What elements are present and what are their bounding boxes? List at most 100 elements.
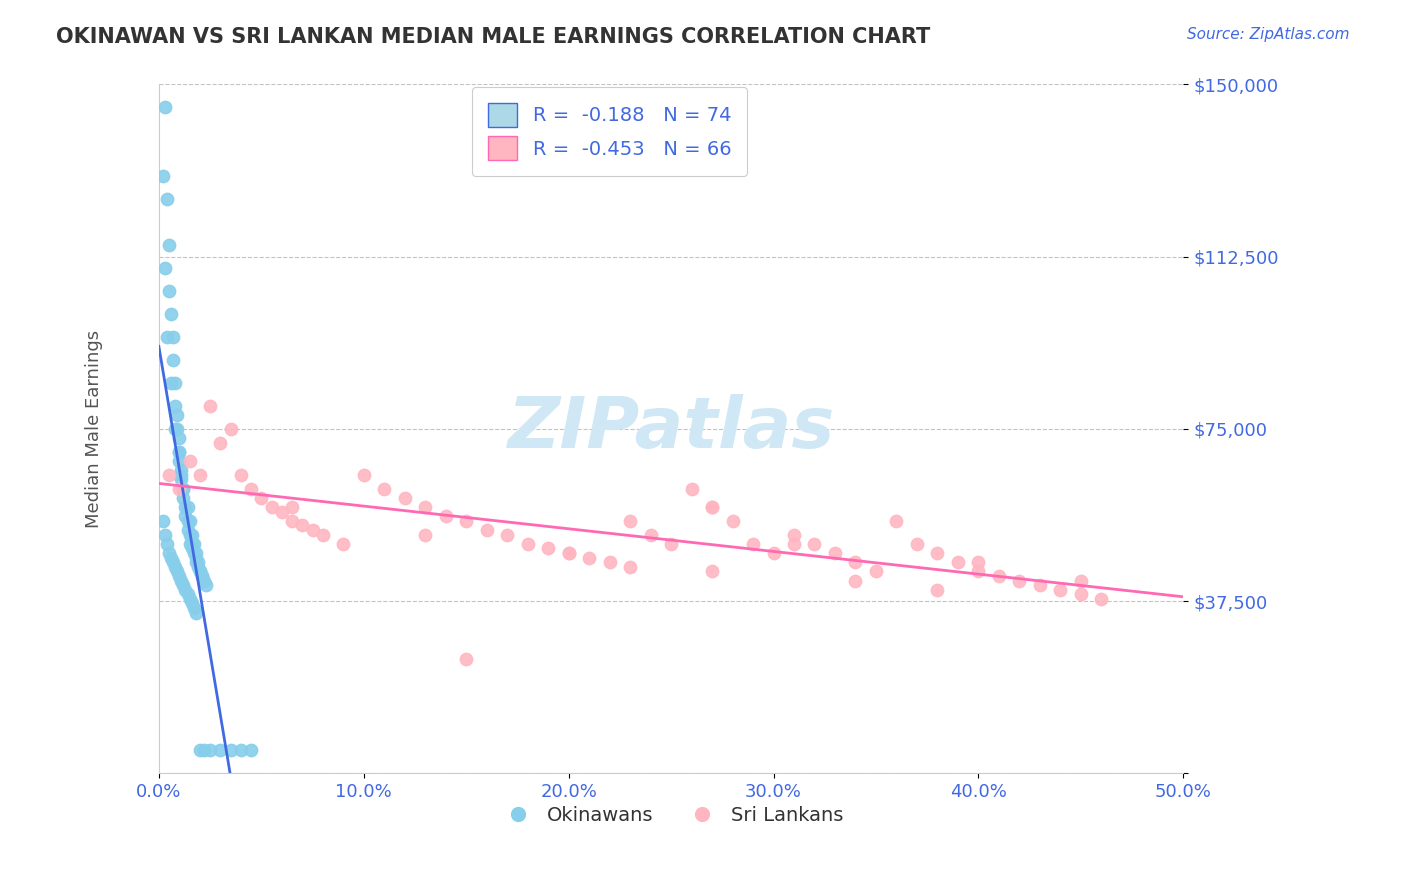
Point (1070, 587, 1092, 601)
Point (166, 408, 188, 422)
Point (700, 500, 723, 514)
Point (229, 467, 252, 482)
Point (537, 541, 560, 556)
Point (157, 467, 180, 482)
Point (413, 527, 436, 541)
Point (281, 500, 304, 514)
Point (865, 565, 887, 579)
Point (198, 743, 221, 757)
Point (188, 467, 211, 482)
Point (153, 100, 176, 114)
Point (166, 565, 188, 579)
Point (394, 491, 416, 505)
Point (496, 527, 519, 541)
Point (803, 537, 825, 551)
Point (176, 587, 198, 601)
Point (157, 546, 180, 560)
Point (659, 537, 682, 551)
Point (260, 500, 283, 514)
Point (184, 606, 207, 620)
Point (180, 597, 202, 611)
Point (219, 743, 242, 757)
Point (219, 422, 242, 436)
Point (434, 509, 457, 524)
Point (191, 569, 214, 583)
Point (516, 537, 538, 551)
Point (176, 514, 198, 528)
Point (353, 467, 375, 482)
Point (783, 527, 806, 541)
Point (180, 527, 202, 541)
Point (170, 463, 193, 477)
Point (172, 491, 194, 505)
Point (188, 743, 211, 757)
Point (174, 582, 197, 597)
Point (188, 565, 211, 579)
Point (700, 565, 723, 579)
Point (373, 482, 395, 496)
Point (157, 238, 180, 252)
Point (1070, 574, 1092, 588)
Point (162, 555, 184, 569)
Point (172, 578, 194, 592)
Point (742, 537, 765, 551)
Point (1090, 591, 1112, 606)
Point (169, 454, 191, 468)
Point (1049, 582, 1071, 597)
Point (844, 574, 866, 588)
Point (156, 330, 179, 344)
Point (153, 261, 176, 276)
Point (619, 559, 641, 574)
Point (193, 574, 215, 588)
Point (946, 555, 969, 569)
Point (152, 514, 174, 528)
Point (198, 399, 221, 413)
Point (165, 399, 187, 413)
Point (174, 509, 197, 524)
Point (967, 555, 990, 569)
Point (187, 555, 209, 569)
Point (1008, 574, 1031, 588)
Point (179, 537, 201, 551)
Point (209, 435, 232, 450)
Point (886, 514, 908, 528)
Point (301, 523, 323, 537)
Point (184, 546, 207, 560)
Point (184, 550, 207, 565)
Point (170, 574, 193, 588)
Point (179, 527, 201, 541)
Point (557, 546, 579, 560)
Point (927, 582, 949, 597)
Point (169, 569, 191, 583)
Point (160, 550, 183, 565)
Point (681, 482, 703, 496)
Point (183, 537, 205, 551)
Point (240, 482, 263, 496)
Point (188, 565, 211, 579)
Point (987, 569, 1010, 583)
Point (180, 541, 202, 556)
Point (762, 546, 785, 560)
Point (332, 537, 354, 551)
Point (312, 527, 335, 541)
Point (250, 491, 273, 505)
Point (153, 527, 176, 541)
Point (183, 546, 205, 560)
Point (291, 518, 314, 533)
Point (456, 514, 478, 528)
Point (619, 514, 641, 528)
Point (640, 527, 662, 541)
Point (195, 578, 218, 592)
Point (169, 482, 191, 496)
Point (165, 422, 187, 436)
Point (156, 537, 179, 551)
Point (475, 523, 498, 537)
Point (165, 559, 187, 574)
Point (1029, 578, 1052, 592)
Point (783, 537, 806, 551)
Legend: Okinawans, Sri Lankans: Okinawans, Sri Lankans (491, 798, 852, 832)
Point (824, 546, 846, 560)
Point (179, 514, 201, 528)
Point (180, 537, 202, 551)
Point (160, 307, 183, 321)
